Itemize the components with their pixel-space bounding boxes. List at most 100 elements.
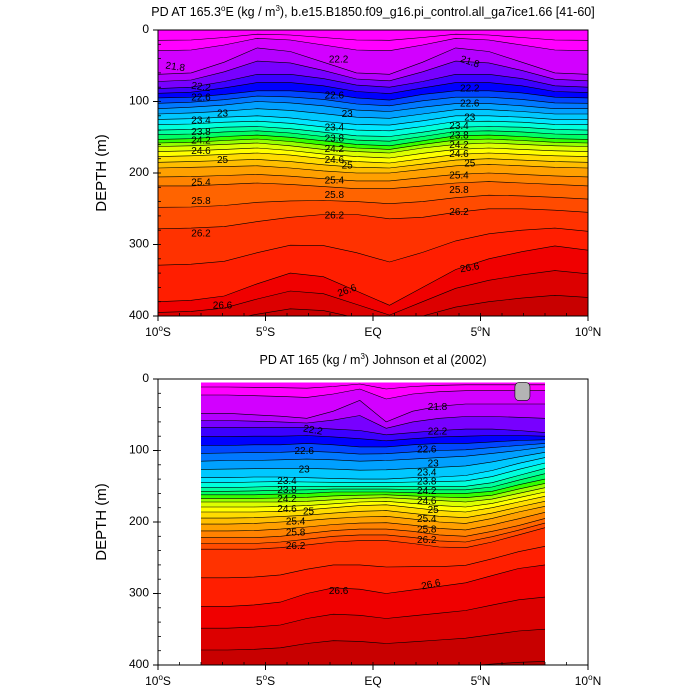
- contour-label: 24.6: [417, 496, 437, 507]
- contour-line: [158, 33, 588, 41]
- contour-label: 25.8: [449, 185, 469, 196]
- contour-line: [201, 522, 546, 544]
- contour-line: [201, 527, 546, 550]
- contour-line: [201, 487, 546, 503]
- contour-label: 25: [342, 160, 354, 171]
- contour-label: 22.2: [428, 427, 448, 438]
- contour-line: [158, 115, 588, 126]
- contour-line: [201, 496, 546, 513]
- contour-label: 25.8: [286, 527, 306, 538]
- x-tick-label: EQ: [364, 674, 381, 688]
- contour-label: 21.8: [165, 61, 186, 75]
- x-tick-label: 5oS: [256, 324, 275, 339]
- contour-label: 22.2: [302, 424, 324, 438]
- contour-label: 22.6: [325, 90, 345, 101]
- contour-label: 26.2: [286, 541, 306, 552]
- chart-title: PD AT 165 (kg / m3) Johnson et al (2002): [259, 352, 486, 367]
- y-tick-label: 300: [129, 237, 149, 251]
- contour-line: [158, 60, 588, 82]
- y-tick-label: 100: [129, 94, 149, 108]
- contour-line: [201, 628, 546, 651]
- contour-line: [201, 473, 546, 492]
- contour-label: 23: [464, 113, 476, 124]
- contour-line: [158, 245, 588, 306]
- contour-line: [158, 138, 588, 150]
- contour-band: [158, 30, 588, 41]
- contour-label: 23.4: [325, 123, 345, 134]
- contour-label: 24.2: [417, 486, 437, 497]
- contour-line: [201, 427, 546, 436]
- contour-line: [158, 126, 588, 137]
- contour-line: [158, 208, 588, 230]
- contour-label: 23.8: [449, 130, 469, 141]
- contour-label: 25.8: [325, 190, 345, 201]
- contour-line: [201, 435, 546, 442]
- contour-line: [158, 120, 588, 132]
- contour-line: [201, 468, 546, 489]
- contour-label: 25: [428, 505, 440, 516]
- contour-line: [158, 90, 588, 101]
- contour-label: 25.4: [417, 514, 437, 525]
- contour-label: 25.4: [191, 178, 211, 189]
- contour-line: [201, 457, 546, 480]
- contour-label: 22.2: [460, 83, 480, 94]
- contour-line: [201, 383, 545, 390]
- contour-label: 26.6: [420, 578, 442, 593]
- contour-line: [201, 388, 545, 400]
- contour-label: 23.8: [191, 127, 211, 138]
- contour-line: [158, 95, 588, 107]
- contour-label: 24.6: [449, 149, 469, 160]
- contour-line: [201, 518, 546, 539]
- contour-line: [201, 439, 546, 448]
- contour-line: [200, 446, 546, 462]
- contour-line: [245, 294, 588, 316]
- contour-label: 24.2: [191, 135, 211, 146]
- contour-label: 23: [299, 464, 311, 475]
- contour-label: 22.2: [329, 55, 349, 66]
- contour-line: [200, 443, 546, 455]
- contour-label: 23.8: [325, 133, 345, 144]
- contour-line: [158, 194, 588, 208]
- contour-line: [201, 596, 546, 629]
- contour-line: [201, 491, 546, 508]
- contour-line: [158, 108, 588, 119]
- contour-label: 24.6: [191, 146, 211, 157]
- contour-line: [158, 227, 588, 266]
- x-tick-label: 10oN: [575, 673, 601, 688]
- contour-label: 25.4: [449, 171, 469, 182]
- contour-line: [158, 134, 588, 147]
- contour-label: 23: [342, 109, 354, 120]
- y-axis-label: DEPTH (m): [93, 134, 110, 212]
- contour-label: 24.6: [277, 504, 297, 515]
- contour-label: 25: [303, 507, 315, 518]
- contour-line: [201, 564, 546, 607]
- contour-label: 21.8: [428, 402, 448, 413]
- y-tick-label: 400: [129, 657, 149, 671]
- contour-label: 23.8: [277, 485, 297, 496]
- y-tick-label: 200: [129, 514, 149, 528]
- contour-label: 23.8: [417, 477, 437, 488]
- contour-label: 22.2: [191, 81, 212, 95]
- contour-label: 26.2: [449, 207, 469, 218]
- contour-label: 23: [217, 108, 229, 119]
- x-tick-label: 5oN: [471, 324, 491, 339]
- contour-label: 25: [217, 155, 229, 166]
- contour-label: 22.6: [294, 446, 314, 457]
- contour-label: 25.4: [286, 517, 306, 528]
- contour-label: 22.6: [191, 93, 211, 104]
- chart-title: PD AT 165.3oE (kg / m3), b.e15.B1850.f09…: [151, 4, 594, 19]
- contour-label: 26.6: [459, 261, 481, 275]
- contour-label: 24.2: [277, 494, 297, 505]
- x-tick-label: 10oS: [145, 324, 171, 339]
- contour-line: [158, 101, 588, 112]
- contour-line: [158, 270, 588, 316]
- contour-label: 26.6: [329, 586, 349, 597]
- contour-label: 26.2: [191, 228, 211, 239]
- x-tick-label: 5oN: [471, 673, 491, 688]
- y-tick-label: 200: [129, 165, 149, 179]
- contour-label: 23.4: [449, 121, 469, 132]
- contour-line: [200, 452, 546, 471]
- contour-line: [201, 506, 546, 525]
- contour-band: [201, 382, 545, 389]
- contour-line: [201, 546, 546, 579]
